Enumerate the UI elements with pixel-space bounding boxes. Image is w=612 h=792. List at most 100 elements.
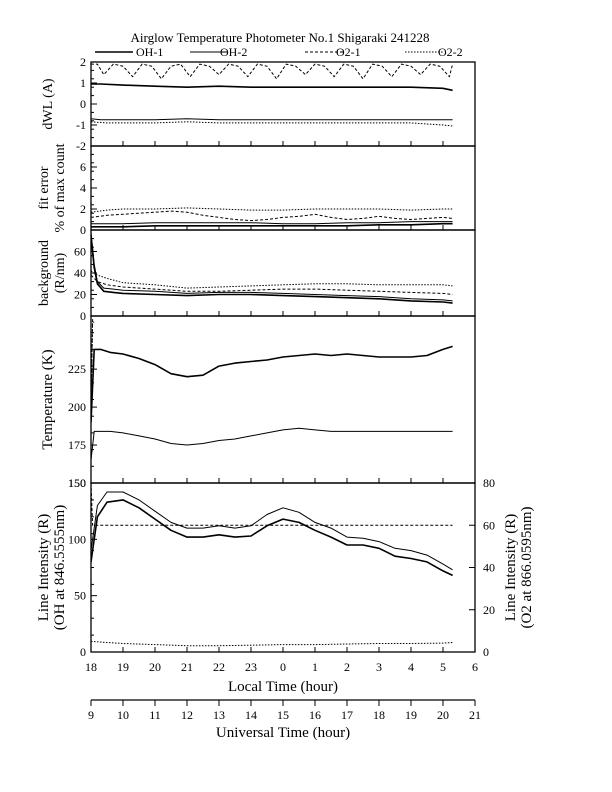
y-tick-label: 200 [68, 400, 86, 414]
series-group [91, 207, 453, 228]
local-time-tick: 1 [312, 660, 318, 674]
y-tick-label: 0 [80, 223, 86, 237]
local-time-tick: 19 [117, 660, 129, 674]
panel-frame [90, 145, 476, 231]
universal-time-tick: 18 [373, 708, 385, 722]
universal-time-tick: 9 [88, 708, 94, 722]
legend-item-o2-1: O2-1 [305, 45, 361, 59]
universal-time-tick: 12 [181, 708, 193, 722]
series-group [91, 318, 453, 461]
panel-fit: 0 2 4 6 fit error% of max count [37, 143, 476, 237]
y-axis-label: dWL (A) [41, 78, 56, 130]
panel-bkg: 0 20 40 60 background (R/nm) [37, 229, 476, 323]
y-tick-label: 100 [68, 532, 86, 546]
y-axis-label-2: (OH at 846.5555nm) [52, 505, 68, 630]
local-time-axis-label: Local Time (hour) [228, 679, 338, 695]
series-line-oh-2 [91, 491, 453, 571]
series-line-o2-2 [91, 640, 453, 647]
y-axis-label-2: % of max count [53, 143, 68, 232]
y-tick-label: 150 [68, 476, 86, 490]
panel-frame [90, 315, 476, 484]
y-tick-label: 0 [80, 309, 86, 323]
y-tick-label: 40 [74, 266, 86, 280]
local-time-tick: 3 [376, 660, 382, 674]
y-axis-label: Line Intensity (R) [36, 514, 52, 621]
y-tick-label: 2 [80, 202, 86, 216]
legend-label: OH-1 [136, 45, 163, 59]
y-axis-label: fit error [37, 166, 52, 209]
legend-label: O2-1 [336, 45, 361, 59]
universal-time-tick: 14 [245, 708, 257, 722]
series-line-o2-1 [91, 63, 454, 80]
series-line-o2-2 [91, 321, 95, 415]
series-group [91, 63, 454, 127]
y-tick-label: 225 [68, 362, 86, 376]
universal-time-tick: 11 [149, 708, 161, 722]
universal-time-tick: 21 [469, 708, 481, 722]
y-tick-label: -1 [76, 118, 86, 132]
series-line-oh-2 [91, 221, 453, 225]
y-axis-label: Temperature (K) [40, 349, 56, 449]
local-time-tick: 18 [85, 660, 97, 674]
y-tick-label: 0 [80, 97, 86, 111]
y-tick-label: 1 [80, 76, 86, 90]
chart-panels: -2 -1 0 1 2 dWL (A) 0 2 4 6 fit error% of max coun… [36, 55, 535, 659]
series-line-o2-1 [91, 274, 453, 295]
universal-time-axis-label: Universal Time (hour) [216, 725, 350, 741]
y-tick-label: 2 [80, 55, 86, 69]
local-time-tick: 2 [344, 660, 350, 674]
legend-item-oh-1: OH-1 [95, 45, 163, 59]
y-tick-label: 4 [80, 181, 86, 195]
legend: OH-1 OH-2 O2-1 O2-2 [95, 45, 463, 59]
series-line-oh-1 [91, 83, 453, 92]
y-right-tick-label: 60 [483, 518, 495, 532]
y-tick-label: 0 [80, 645, 86, 659]
y-tick-label: 6 [80, 160, 86, 174]
y-right-tick-label: 0 [483, 645, 489, 659]
series-line-oh-1 [91, 235, 453, 304]
legend-item-o2-2: O2-2 [405, 45, 463, 59]
series-line-o2-2 [91, 121, 453, 127]
panel-frame [90, 482, 476, 653]
series-line-oh-1 [91, 222, 453, 228]
series-group [91, 483, 453, 647]
local-time-tick: 6 [472, 660, 478, 674]
y-tick-label: 60 [74, 245, 86, 259]
universal-time-tick: 19 [405, 708, 417, 722]
local-time-tick: 5 [440, 660, 446, 674]
legend-label: OH-2 [220, 45, 247, 59]
y-right-axis-label-2: (O2 at 866.0595nm) [519, 506, 535, 628]
series-line-oh-2 [91, 118, 453, 121]
series-line-o2-1 [91, 210, 453, 222]
local-time-tick: 0 [280, 660, 286, 674]
y-right-tick-label: 80 [483, 476, 495, 490]
series-line-oh-2 [91, 232, 453, 302]
series-line-oh-1 [91, 345, 453, 423]
y-right-axis-label: Line Intensity (R) [503, 514, 519, 621]
panel-frame [90, 229, 476, 317]
series-line-o2-2 [91, 207, 453, 213]
y-tick-label: -2 [76, 139, 86, 153]
y-tick-label: 20 [74, 288, 86, 302]
chart-title: Airglow Temperature Photometer No.1 Shig… [131, 30, 430, 45]
panel-dwl: -2 -1 0 1 2 dWL (A) [41, 55, 476, 153]
y-axis-label: background [37, 240, 52, 306]
series-line-oh-1 [91, 499, 453, 577]
y-right-tick-label: 20 [483, 603, 495, 617]
series-line-o2-1 [91, 483, 453, 526]
universal-time-tick: 15 [277, 708, 289, 722]
universal-time-tick: 10 [117, 708, 129, 722]
universal-time-tick: 17 [341, 708, 353, 722]
local-time-tick: 21 [181, 660, 193, 674]
y-right-tick-label: 40 [483, 561, 495, 575]
local-time-tick: 4 [408, 660, 414, 674]
local-time-tick: 20 [149, 660, 161, 674]
y-tick-label: 50 [74, 589, 86, 603]
universal-time-tick: 16 [309, 708, 321, 722]
series-line-o2-2 [91, 270, 453, 289]
panel-frame [90, 61, 476, 147]
series-group [91, 232, 453, 304]
